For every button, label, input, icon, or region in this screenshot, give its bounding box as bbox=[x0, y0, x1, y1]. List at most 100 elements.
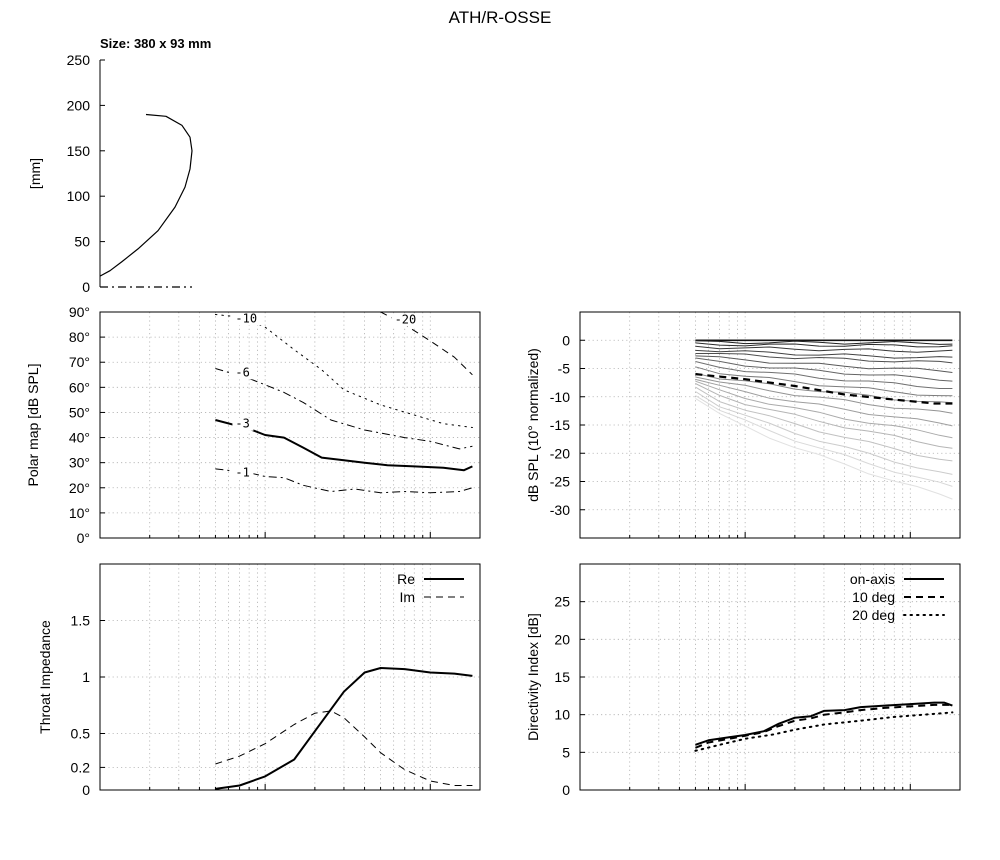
off-axis-curve bbox=[695, 361, 953, 389]
y-tick-label: 0 bbox=[82, 279, 90, 295]
y-tick-label: 10° bbox=[69, 505, 90, 521]
off-axis-curve bbox=[695, 366, 953, 397]
y-tick-label: 0 bbox=[82, 782, 90, 798]
chart-panels: 050100150200250[mm]0°10°20°30°40°50°60°7… bbox=[25, 52, 961, 798]
highlight-curve bbox=[695, 373, 953, 405]
throat-impedance-chart: 0 0.2 0.5 1 1.5 Re Im Throat Impedance bbox=[37, 563, 481, 798]
impedance-re-line bbox=[215, 667, 473, 790]
legend-label: Im bbox=[399, 589, 415, 605]
y-tick-label: 20° bbox=[69, 480, 90, 496]
plot-frame bbox=[99, 311, 481, 539]
directivity-index-chart: 0 5 10 15 20 25 on-axis 10 deg 20 deg Directivity… bbox=[525, 563, 961, 798]
contour-label: -20 bbox=[395, 313, 417, 327]
profile-chart: 0 50 100 150 200 250 [mm] bbox=[27, 52, 193, 295]
y-tick-label: 200 bbox=[67, 97, 91, 113]
contour--10: -10 bbox=[214, 311, 473, 428]
legend-label: 10 deg bbox=[852, 589, 895, 605]
y-tick-label: -30 bbox=[550, 502, 570, 518]
y-tick-label: 0.5 bbox=[71, 726, 91, 742]
y-tick-label: -5 bbox=[558, 361, 571, 377]
contour-label-bg bbox=[232, 466, 254, 480]
off-axis-curve bbox=[695, 386, 953, 462]
contour-line bbox=[215, 368, 473, 450]
y-tick-label: 250 bbox=[67, 52, 91, 68]
y-tick-label: 90° bbox=[69, 304, 90, 320]
off-axis-curve bbox=[695, 383, 953, 449]
contour--1: -1 bbox=[215, 466, 473, 494]
y-tick-label: 50° bbox=[69, 404, 90, 420]
off-axis-curve bbox=[695, 355, 953, 373]
y-axis-label: Polar map [dB SPL] bbox=[25, 364, 41, 487]
y-tick-label: 60° bbox=[69, 379, 90, 395]
y-tick-label: 40° bbox=[69, 430, 90, 446]
contour-label: -10 bbox=[235, 311, 257, 325]
y-tick-label: 70° bbox=[69, 354, 90, 370]
contour-label-bg bbox=[232, 366, 254, 380]
y-tick-label: 0° bbox=[77, 530, 90, 546]
off-axis-curve bbox=[695, 357, 953, 382]
horn-profile-curve bbox=[99, 113, 193, 277]
figure-title: ATH/R-OSSE bbox=[449, 8, 552, 27]
y-tick-label: -15 bbox=[550, 417, 570, 433]
legend-label: on-axis bbox=[850, 571, 895, 587]
contour-line bbox=[214, 314, 473, 428]
y-tick-label: 10 bbox=[554, 707, 570, 723]
contour-label-bg bbox=[391, 313, 421, 327]
y-axis-label: Throat Impedance bbox=[37, 620, 53, 734]
y-tick-label: 1.5 bbox=[71, 613, 91, 629]
di-10-deg-line bbox=[695, 703, 953, 749]
contour--6: -6 bbox=[215, 365, 473, 450]
contour--20: -20 bbox=[380, 311, 473, 376]
contour-line bbox=[215, 419, 473, 472]
off-axis-curve bbox=[695, 380, 953, 439]
y-tick-label: 0 bbox=[562, 332, 570, 348]
y-tick-label: 20 bbox=[554, 631, 570, 647]
off-axis-curve bbox=[695, 349, 953, 359]
y-tick-label: 25 bbox=[554, 594, 570, 610]
y-tick-label: 100 bbox=[67, 188, 91, 204]
off-axis-curve bbox=[695, 391, 953, 475]
off-axis-curve bbox=[695, 353, 953, 364]
off-axis-curve bbox=[695, 397, 953, 500]
horn-size-label: Size: 380 x 93 mm bbox=[100, 36, 211, 51]
y-tick-label: -20 bbox=[550, 445, 570, 461]
contour-label: -6 bbox=[235, 365, 249, 379]
contour-label-bg bbox=[232, 417, 254, 431]
y-tick-label: 80° bbox=[69, 329, 90, 345]
off-axis-curve bbox=[695, 376, 953, 414]
y-tick-label: 0.2 bbox=[71, 759, 91, 775]
off-axis-curve bbox=[695, 340, 953, 345]
y-tick-label: 0 bbox=[562, 782, 570, 798]
y-tick-label: 30° bbox=[69, 455, 90, 471]
y-tick-label: -25 bbox=[550, 474, 570, 490]
contour--3: -3 bbox=[215, 417, 473, 472]
off-axis-curve bbox=[695, 378, 953, 427]
plot-frame bbox=[579, 311, 961, 539]
y-tick-label: 5 bbox=[562, 744, 570, 760]
y-axis-label: Directivity Index [dB] bbox=[525, 613, 541, 741]
di-20-deg-line bbox=[694, 711, 954, 752]
plot-frame bbox=[99, 563, 481, 791]
impedance-im-line bbox=[215, 710, 473, 786]
plot-frame bbox=[579, 563, 961, 791]
di-on-axis-line bbox=[695, 701, 953, 746]
y-tick-label: 50 bbox=[74, 234, 90, 250]
y-axis-label: [mm] bbox=[27, 158, 43, 189]
y-tick-label: 1 bbox=[82, 669, 90, 685]
normalized-spl-chart: 0 -5 -10 -15 -20 -25 -30 dB SPL (10° normalized… bbox=[525, 311, 961, 539]
polar-map-chart: 0° 10° 20° 30° 40° 50° 60° 70° 80° 90° -1 -3 -6 -10 -2… bbox=[25, 304, 481, 546]
y-tick-label: 150 bbox=[67, 143, 91, 159]
off-axis-curve bbox=[695, 345, 953, 353]
y-axis-label: dB SPL (10° normalized) bbox=[525, 348, 541, 502]
y-tick-label: 15 bbox=[554, 669, 570, 685]
y-tick-label: -10 bbox=[550, 389, 570, 405]
off-axis-curve bbox=[695, 342, 953, 348]
contour-line bbox=[215, 468, 473, 494]
off-axis-curve bbox=[695, 395, 953, 487]
contour-label: -3 bbox=[235, 417, 249, 431]
legend-label: 20 deg bbox=[852, 607, 895, 623]
contour-label: -1 bbox=[235, 466, 249, 480]
legend-label: Re bbox=[397, 571, 415, 587]
contour-label-bg bbox=[232, 312, 261, 326]
